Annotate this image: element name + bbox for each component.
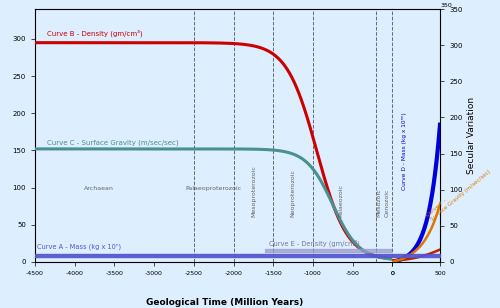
Text: Archaean: Archaean [84,186,114,191]
Text: Curve E - Density (gm/cm³): Curve E - Density (gm/cm³) [270,239,360,247]
Text: Curve D - Mass (kg x 10ⁿⁿ): Curve D - Mass (kg x 10ⁿⁿ) [402,112,407,190]
Text: Mesoproterozoic: Mesoproterozoic [251,165,256,217]
Text: Curve A - Mass (kg x 10ⁿ): Curve A - Mass (kg x 10ⁿ) [36,243,120,250]
Text: Palaeozoic: Palaeozoic [338,184,343,217]
Text: 350: 350 [441,3,452,8]
Text: Curve B - Density (gm/cm³): Curve B - Density (gm/cm³) [47,29,142,37]
Text: Mesozoic: Mesozoic [376,188,381,217]
Text: Palaeoproterozoic: Palaeoproterozoic [186,186,242,191]
Text: Cenozoic: Cenozoic [385,189,390,217]
Text: Geological Time (Million Years): Geological Time (Million Years) [146,298,304,307]
Y-axis label: Secular Variation: Secular Variation [466,97,475,174]
Text: Curve F -
Surface Gravity (m/sec/sec): Curve F - Surface Gravity (m/sec/sec) [426,164,492,222]
Text: Curve C - Surface Gravity (m/sec/sec): Curve C - Surface Gravity (m/sec/sec) [47,140,178,146]
Text: Neoproterozoic: Neoproterozoic [290,169,296,217]
